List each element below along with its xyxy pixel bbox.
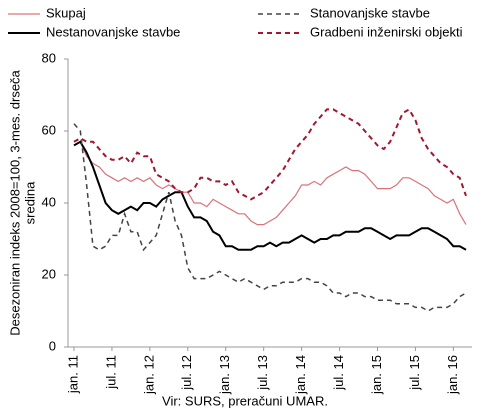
y-axis-label: sredina <box>22 181 37 224</box>
x-tick-label: jan. 15 <box>369 355 384 395</box>
series-line <box>73 140 467 251</box>
y-tick-label: 0 <box>49 338 56 353</box>
series-line <box>73 108 467 201</box>
x-tick-label: jul. 12 <box>179 355 194 391</box>
x-tick-label: jan. 11 <box>65 355 80 394</box>
x-tick-label: jan. 12 <box>141 355 156 395</box>
y-axis-label: Desezoniran indeks 2008=100, 3-mes. drse… <box>7 69 22 335</box>
x-tick-label: jul. 14 <box>331 355 346 391</box>
y-tick-label: 20 <box>42 266 56 281</box>
series-line <box>73 123 467 312</box>
legend-label: Nestanovanjske stavbe <box>46 24 180 39</box>
legend-label: Stanovanjske stavbe <box>310 5 430 20</box>
legend-label: Skupaj <box>46 5 86 20</box>
x-tick-label: jan. 14 <box>293 355 308 395</box>
x-tick-label: jul. 11 <box>103 355 118 390</box>
series-line <box>73 140 467 226</box>
x-tick-label: jan. 13 <box>217 355 232 395</box>
y-tick-label: 40 <box>42 194 56 209</box>
x-tick-label: jul. 13 <box>255 355 270 391</box>
source-note: Vir: SURS, preračuni UMAR. <box>162 393 328 408</box>
x-tick-label: jul. 15 <box>407 355 422 391</box>
x-tick-label: jan. 16 <box>445 355 460 395</box>
y-tick-label: 60 <box>42 122 56 137</box>
legend-label: Gradbeni inženirski objekti <box>310 24 463 39</box>
y-tick-label: 80 <box>42 50 56 65</box>
